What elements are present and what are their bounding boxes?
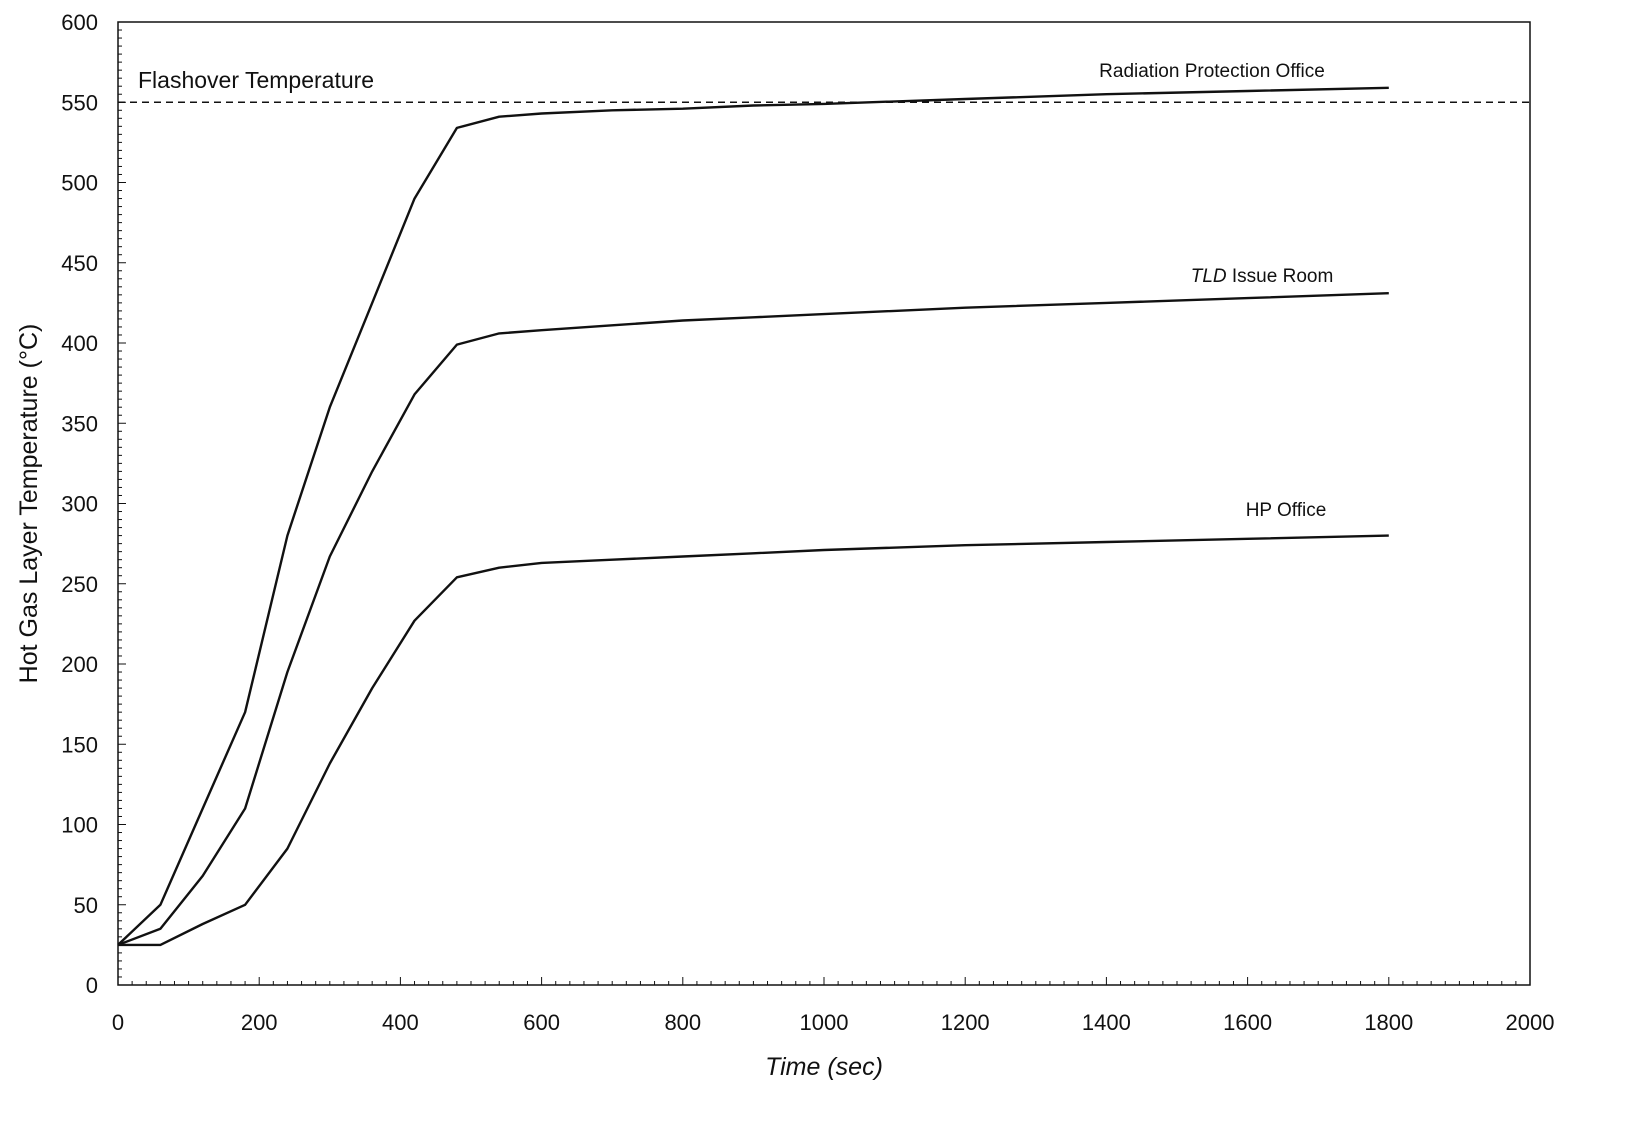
series-label-radiation-protection-office: Radiation Protection Office [1099, 61, 1325, 82]
y-tick-label: 100 [61, 813, 98, 838]
series-label-hp-office: HP Office [1246, 500, 1327, 521]
series-line-radiation-protection-office [117, 86, 1389, 946]
flashover-label: Flashover Temperature [138, 67, 374, 93]
x-tick-label: 1000 [800, 1010, 849, 1035]
flashover-reference: Flashover Temperature [118, 67, 1530, 104]
y-tick-label: 250 [61, 572, 98, 597]
x-tick-label: 1200 [941, 1010, 990, 1035]
y-tick-label: 0 [86, 973, 98, 998]
y-tick-label: 550 [61, 90, 98, 115]
y-tick-label: 450 [61, 251, 98, 276]
y-axis-title: Hot Gas Layer Temperature (°C) [15, 324, 43, 684]
y-tick-label: 400 [61, 331, 98, 356]
series-labels: Radiation Protection Office TLD Issue Roo… [1099, 61, 1333, 521]
y-tick-label: 150 [61, 732, 98, 757]
y-tick-label: 350 [61, 411, 98, 436]
x-axis-title: Time (sec) [765, 1053, 883, 1081]
x-axis-ticks: 0 200 400 600 800 1000 1200 1400 1600 1800 2000 [112, 977, 1555, 1035]
y-tick-label: 600 [61, 10, 98, 35]
x-tick-label: 800 [664, 1010, 701, 1035]
y-tick-label: 200 [61, 652, 98, 677]
x-tick-label: 200 [241, 1010, 278, 1035]
x-tick-label: 600 [523, 1010, 560, 1035]
series-line-hp-office [118, 534, 1389, 947]
series-lines [117, 86, 1389, 947]
x-tick-label: 1600 [1223, 1010, 1272, 1035]
series-line-tld-issue-room [117, 292, 1389, 947]
x-tick-label: 1400 [1082, 1010, 1131, 1035]
y-tick-label: 500 [61, 171, 98, 196]
x-tick-label: 0 [112, 1010, 124, 1035]
series-label-tld-issue-room: TLD Issue Room [1191, 266, 1334, 287]
y-tick-label: 300 [61, 492, 98, 517]
y-axis-ticks: 0 50 100 150 200 250 300 350 400 450 500 550 600 [61, 10, 126, 998]
x-tick-label: 1800 [1364, 1010, 1413, 1035]
x-tick-label: 2000 [1506, 1010, 1555, 1035]
y-tick-label: 50 [74, 893, 98, 918]
x-tick-label: 400 [382, 1010, 419, 1035]
